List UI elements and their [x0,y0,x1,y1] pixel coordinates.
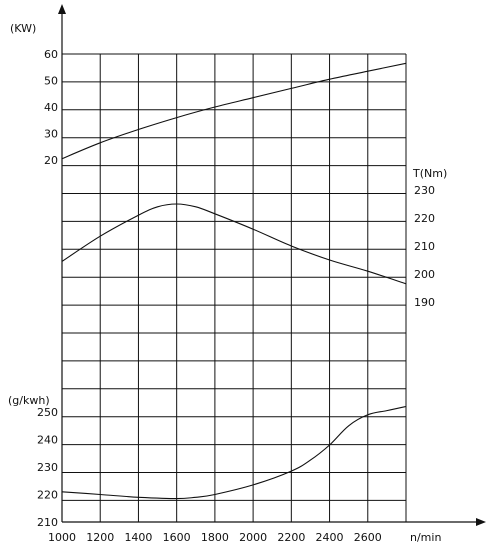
x-tick-label: 2400 [316,531,344,544]
bsfc-tick-label: 250 [37,406,58,419]
torque-curve [61,203,407,285]
x-tick-label: 2600 [354,531,382,544]
bsfc-axis-label: (g/kwh) [8,394,50,407]
x-axis-arrow [476,518,486,526]
power-tick-label: 30 [44,128,58,141]
x-tick-label: 2200 [277,531,305,544]
torque-axis-label: T(Nm) [412,167,447,180]
x-tick-label: 1400 [124,531,152,544]
power-axis-label: (KW) [10,22,36,35]
chart-grid [62,53,407,522]
torque-tick-label: 200 [414,268,435,281]
bsfc-curve [61,405,407,500]
chart-tick-labels: 1000 1200 1400 1600 1800 2000 2200 2400 2600 20 30… [37,48,435,544]
x-tick-label: 1000 [48,531,76,544]
bsfc-tick-label: 240 [37,434,58,447]
power-tick-label: 60 [44,48,58,61]
chart-labels: (KW) T(Nm) (g/kwh) n/min [8,22,447,544]
chart-axes [58,4,486,526]
torque-tick-label: 210 [414,240,435,253]
torque-tick-label: 190 [414,296,435,309]
power-curve [61,62,407,160]
x-tick-label: 2000 [239,531,267,544]
y-axis-arrow [58,4,66,14]
x-tick-label: 1600 [163,531,191,544]
bsfc-tick-label: 230 [37,461,58,474]
power-tick-label: 20 [44,154,58,167]
x-tick-label: 1800 [201,531,229,544]
bsfc-tick-label: 220 [37,489,58,502]
chart-series [61,62,407,500]
x-axis-label: n/min [410,531,441,544]
power-tick-label: 50 [44,75,58,88]
torque-tick-label: 220 [414,212,435,225]
bsfc-tick-label: 210 [37,516,58,529]
x-tick-label: 1200 [86,531,114,544]
power-tick-label: 40 [44,101,58,114]
torque-tick-label: 230 [414,184,435,197]
